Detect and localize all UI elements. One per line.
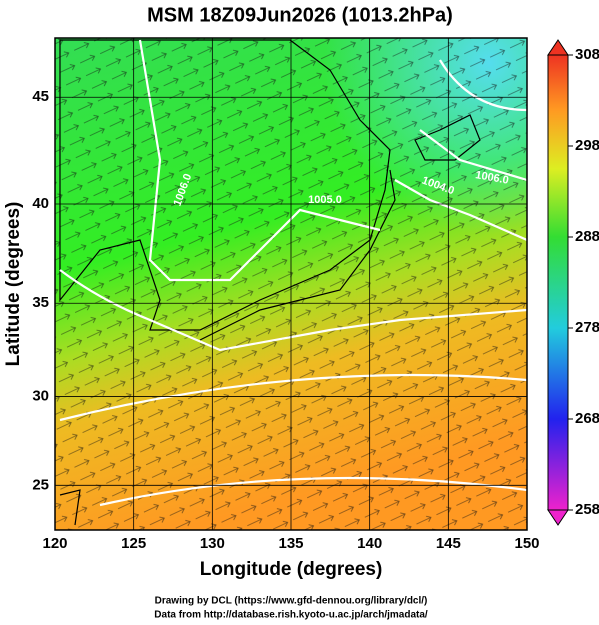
y-axis-label: Latitude (degrees)	[3, 202, 24, 367]
x-tick-label: 130	[200, 535, 225, 552]
y-tick-label: 35	[32, 294, 49, 311]
colorbar-tick-label: 308	[575, 46, 599, 63]
x-tick-label: 135	[278, 535, 303, 552]
footer-line: Drawing by DCL (https://www.gfd-dennou.o…	[155, 596, 428, 607]
x-tick-label: 145	[436, 535, 461, 552]
x-tick-label: 120	[42, 535, 67, 552]
x-tick-label: 125	[121, 535, 146, 552]
colorbar-tick-label: 288	[575, 228, 599, 245]
y-tick-label: 30	[32, 388, 49, 405]
x-axis-label: Longitude (degrees)	[200, 559, 383, 580]
x-tick-label: 140	[357, 535, 382, 552]
colorbar-tick-label: 258	[575, 501, 599, 518]
y-tick-label: 25	[32, 476, 49, 493]
contour-label: 1005.0	[308, 194, 342, 206]
footer-line: Data from http://database.rish.kyoto-u.a…	[154, 610, 428, 621]
y-tick-label: 45	[32, 88, 49, 105]
colorbar-tick-label: 298	[575, 137, 599, 154]
title: MSM 18Z09Jun2026 (1013.2hPa)	[147, 4, 453, 26]
x-tick-label: 150	[514, 535, 539, 552]
colorbar-top	[547, 39, 569, 56]
colorbar	[547, 54, 569, 511]
colorbar-bottom	[547, 509, 569, 526]
colorbar-tick-label: 268	[575, 410, 599, 427]
y-tick-label: 40	[32, 195, 49, 212]
contour-label: 1006.0	[474, 169, 509, 187]
colorbar-tick-label: 278	[575, 319, 599, 336]
